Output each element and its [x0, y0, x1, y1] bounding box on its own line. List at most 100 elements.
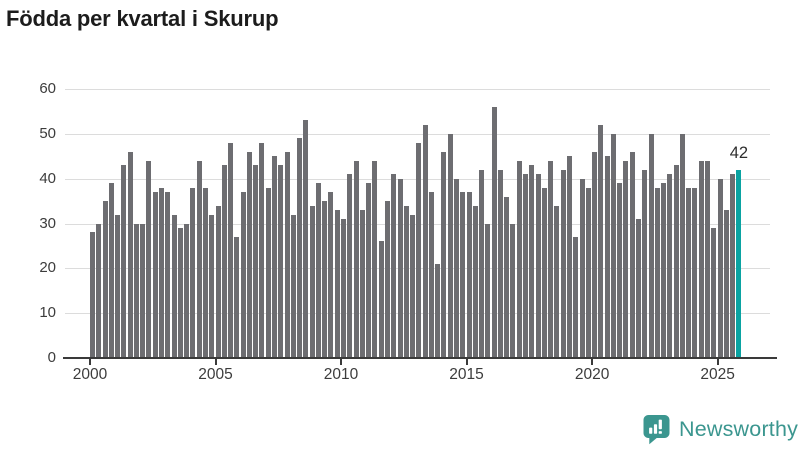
bar: [378, 241, 384, 358]
bar: [315, 183, 321, 358]
bar: [303, 120, 309, 358]
bar: [541, 187, 547, 358]
y-tick-label: 50: [39, 124, 56, 142]
chart-title: Födda per kvartal i Skurup: [6, 6, 279, 31]
bar: [598, 124, 604, 358]
bar: [410, 214, 416, 358]
bar: [240, 192, 246, 358]
bar: [497, 169, 503, 358]
bar: [667, 174, 673, 358]
bar: [215, 205, 221, 358]
gridline: [65, 89, 770, 90]
x-tick-label: 2010: [323, 366, 359, 383]
bar: [629, 151, 635, 358]
bar: [604, 156, 610, 358]
bar: [265, 187, 271, 358]
bar: [692, 187, 698, 358]
bar: [472, 205, 478, 358]
bar: [661, 183, 667, 358]
bar: [441, 151, 447, 358]
bar: [347, 174, 353, 358]
bar: [177, 227, 183, 358]
bar: [504, 196, 510, 358]
bar: [334, 210, 340, 358]
bar: [297, 138, 303, 358]
bar: [698, 160, 704, 358]
bar: [654, 187, 660, 358]
bar: [560, 169, 566, 358]
bar: [479, 169, 485, 358]
bar: [341, 219, 347, 358]
bar: [384, 201, 390, 358]
bar: [579, 178, 585, 358]
bar: [447, 133, 453, 358]
y-tick-label: 20: [39, 259, 56, 277]
bar: [466, 192, 472, 358]
bar: [573, 236, 579, 358]
bar: [152, 192, 158, 358]
bar: [159, 187, 165, 358]
bar: [140, 223, 146, 358]
bar: [372, 160, 378, 358]
bar: [328, 192, 334, 358]
bar: [322, 201, 328, 358]
highlighted-bar: [736, 169, 742, 358]
bar: [610, 133, 616, 358]
x-tick-label: 2005: [198, 366, 233, 383]
bar: [723, 210, 729, 358]
last-value-annotation: 42: [729, 143, 749, 162]
bar: [554, 205, 560, 358]
gridline: [65, 133, 770, 135]
x-axis-line: [63, 357, 777, 359]
x-tick: [89, 359, 91, 365]
x-tick-label: 2015: [449, 366, 484, 383]
bar: [673, 165, 679, 358]
bar: [284, 151, 290, 358]
bar: [454, 178, 459, 358]
bar: [259, 142, 265, 358]
bar: [359, 210, 365, 358]
bar: [146, 160, 152, 358]
bar: [309, 205, 315, 358]
bar: [416, 142, 422, 358]
bar: [435, 263, 441, 358]
bar: [102, 201, 108, 358]
bar: [585, 187, 591, 358]
bar: [529, 165, 535, 358]
bar: [90, 232, 95, 358]
bar: [485, 223, 491, 358]
bar: [516, 160, 522, 358]
bar: [397, 178, 403, 358]
bar: [523, 174, 529, 358]
bar: [196, 160, 202, 358]
plot-area: [65, 89, 770, 358]
bar: [422, 124, 428, 358]
x-tick: [340, 359, 343, 365]
y-tick-label: 60: [39, 80, 56, 97]
bar: [290, 214, 296, 358]
bar: [209, 214, 215, 358]
bar: [428, 192, 434, 358]
bar: [115, 214, 121, 358]
bar: [108, 183, 114, 358]
bar: [221, 165, 227, 358]
y-tick-label: 10: [39, 304, 56, 322]
x-tick: [465, 359, 468, 365]
bar: [202, 187, 208, 358]
bar: [460, 192, 466, 358]
bar: [272, 156, 277, 358]
bar: [648, 133, 654, 358]
bar: [636, 219, 641, 358]
y-tick-label: 30: [39, 214, 56, 232]
bar: [190, 187, 196, 358]
bar: [730, 174, 736, 358]
bar: [679, 133, 685, 358]
newsworthy-logo: Newsworthy: [642, 412, 798, 446]
bar: [353, 160, 359, 358]
bar: [127, 151, 133, 358]
bar: [510, 223, 516, 358]
newsworthy-logo-text: Newsworthy: [679, 416, 799, 441]
bar: [535, 174, 541, 358]
bar: [403, 205, 409, 358]
